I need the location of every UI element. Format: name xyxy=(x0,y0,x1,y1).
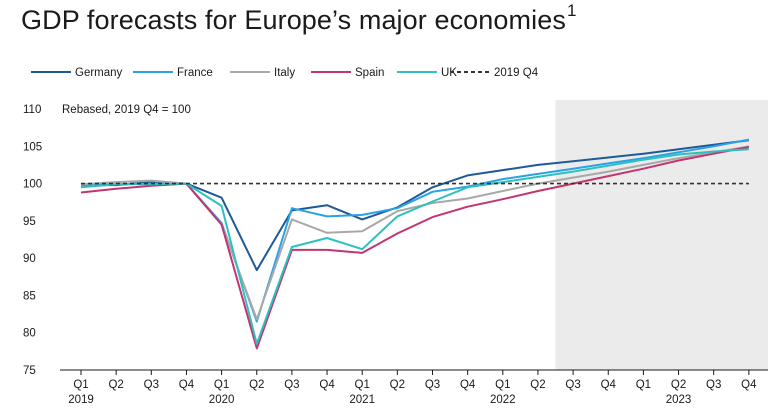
x-tick-label: Q1 xyxy=(214,379,229,391)
x-tick-label: Q2 xyxy=(108,379,123,391)
legend-label: UK xyxy=(441,67,457,79)
legend-label: Spain xyxy=(355,67,384,79)
series-line-spain xyxy=(80,146,750,350)
forecast-shading xyxy=(555,100,768,370)
x-tick-label: Q1 xyxy=(636,379,651,391)
x-tick-label: Q2 xyxy=(671,379,686,391)
x-tick-label: Q3 xyxy=(425,379,440,391)
series-line-uk xyxy=(80,148,749,345)
legend-label: France xyxy=(177,67,213,79)
x-tick-label: Q1 xyxy=(495,379,510,391)
y-tick-label: 105 xyxy=(23,141,42,153)
x-tick-label: Q2 xyxy=(249,379,264,391)
x-tick-label: Q2 xyxy=(390,379,405,391)
series-line-germany xyxy=(81,139,750,272)
legend-label: Germany xyxy=(75,67,123,79)
y-tick-label: 100 xyxy=(23,179,42,191)
title-footnote: 1 xyxy=(566,1,577,20)
x-year-label: 2022 xyxy=(490,394,516,406)
x-tick-label: Q4 xyxy=(179,379,195,391)
x-tick-label: Q3 xyxy=(565,379,580,391)
x-tick-label: Q3 xyxy=(144,379,159,391)
x-tick-label: Q1 xyxy=(73,379,88,391)
x-tick-label: Q2 xyxy=(530,379,545,391)
legend-label: Italy xyxy=(274,67,295,79)
x-tick-label: Q4 xyxy=(741,379,757,391)
x-year-label: 2023 xyxy=(666,394,692,406)
y-tick-label: 90 xyxy=(23,253,36,265)
x-year-label: 2020 xyxy=(209,394,235,406)
x-tick-label: Q3 xyxy=(284,379,299,391)
chart-title: GDP forecasts for Europe’s major economi… xyxy=(21,1,577,35)
y-tick-label: 85 xyxy=(23,290,36,302)
x-tick-label: Q4 xyxy=(319,379,335,391)
legend-label: 2019 Q4 xyxy=(494,67,539,79)
x-tick-label: Q1 xyxy=(355,379,370,391)
y-tick-label: 75 xyxy=(23,365,36,377)
x-tick-label: Q3 xyxy=(706,379,721,391)
y-tick-label: 80 xyxy=(23,328,36,340)
x-tick-label: Q4 xyxy=(601,379,617,391)
x-year-label: 2019 xyxy=(68,394,94,406)
y-tick-label: 95 xyxy=(23,216,36,228)
chart-subtitle: Rebased, 2019 Q4 = 100 xyxy=(62,104,191,116)
x-year-label: 2021 xyxy=(349,394,375,406)
x-tick-label: Q4 xyxy=(460,379,476,391)
y-tick-label: 110 xyxy=(23,104,41,116)
